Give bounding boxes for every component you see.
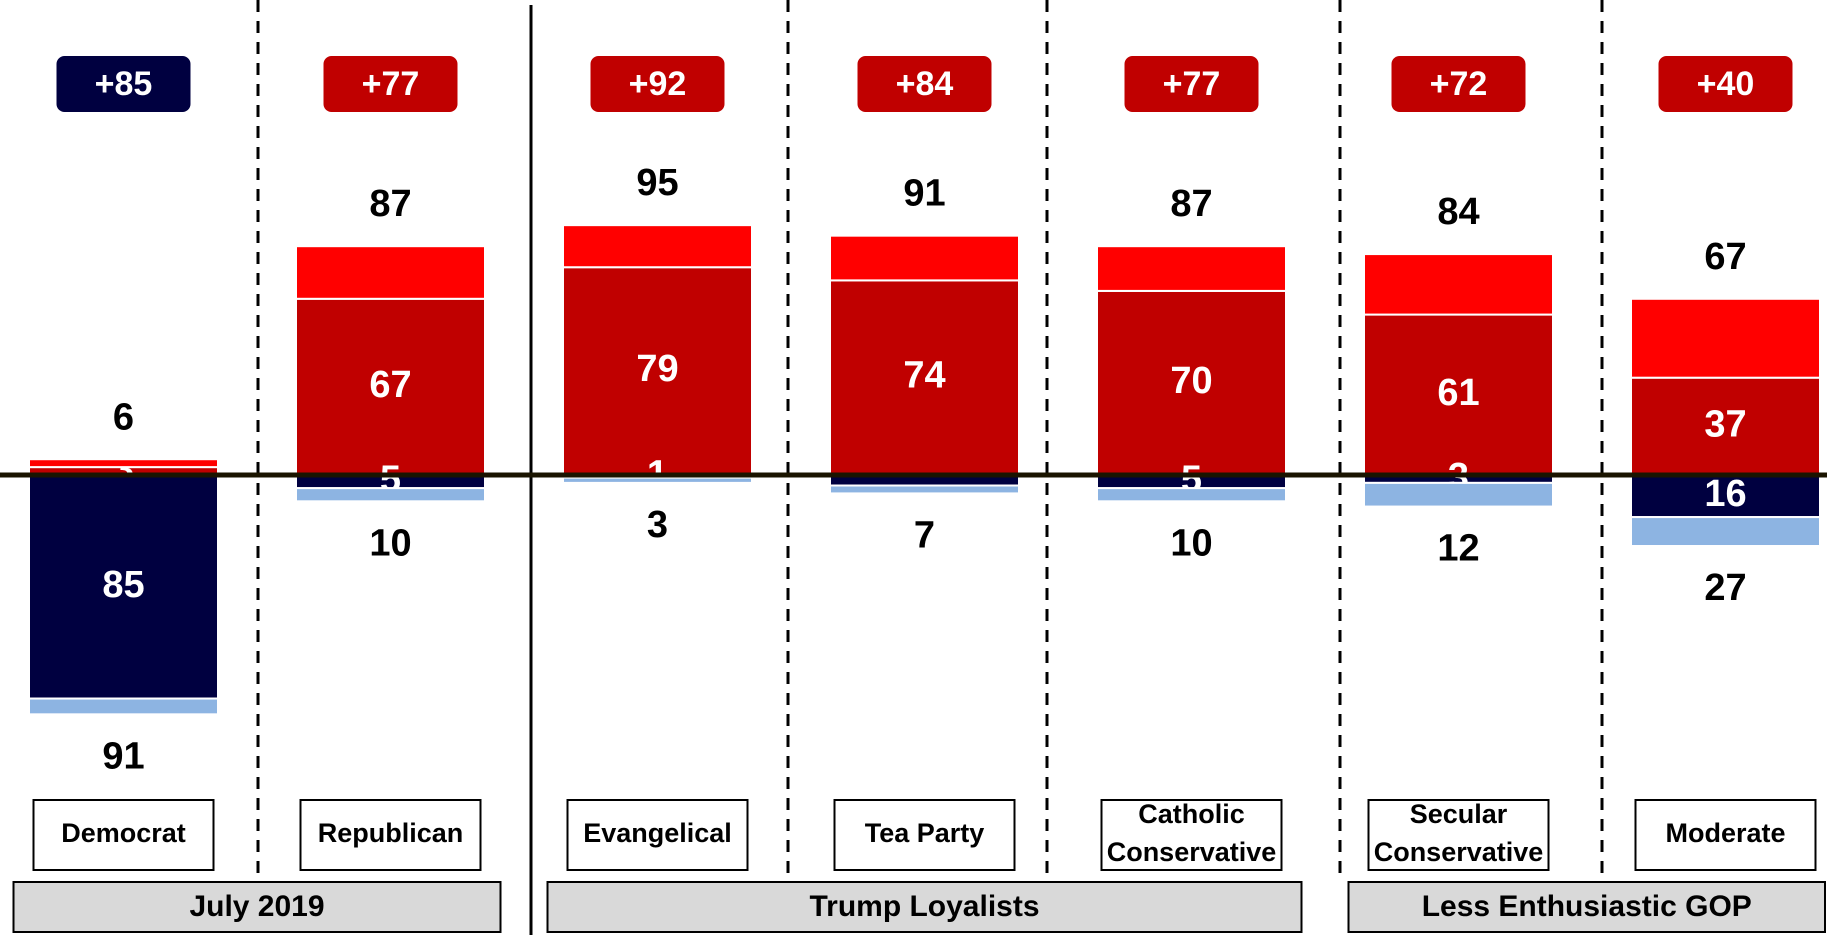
category-label: Moderate bbox=[1665, 818, 1785, 848]
net-label: +92 bbox=[629, 65, 687, 103]
bar-segment bbox=[1363, 313, 1554, 476]
positive-total: 91 bbox=[903, 173, 945, 215]
net-box bbox=[56, 56, 191, 112]
category-box bbox=[1367, 799, 1550, 871]
negative-total: 12 bbox=[1437, 528, 1479, 570]
bar-segment bbox=[562, 224, 753, 269]
bar-segment bbox=[1630, 376, 1821, 476]
bar-segment bbox=[1363, 253, 1554, 316]
category-label: Catholic Conservative bbox=[1107, 799, 1277, 867]
category-box bbox=[833, 799, 1016, 871]
positive-total: 95 bbox=[636, 162, 678, 204]
bar-segment bbox=[28, 697, 219, 716]
bar-segment bbox=[1630, 516, 1821, 548]
group-label: Trump Loyalists bbox=[809, 890, 1039, 923]
net-label: +77 bbox=[1163, 65, 1221, 103]
bar-segment bbox=[1096, 289, 1287, 476]
bar-segment bbox=[28, 474, 219, 700]
net-box bbox=[590, 56, 725, 112]
group-box bbox=[546, 881, 1303, 933]
bar-segment bbox=[295, 297, 486, 477]
bar-segment bbox=[295, 487, 486, 503]
bar-segment bbox=[1096, 245, 1287, 292]
net-box bbox=[323, 56, 458, 112]
negative-total: 10 bbox=[369, 522, 411, 564]
negative-total: 27 bbox=[1704, 567, 1746, 609]
category-box bbox=[299, 799, 482, 871]
net-label: +72 bbox=[1430, 65, 1488, 103]
bar-segment bbox=[829, 484, 1020, 495]
category-label: Evangelical bbox=[583, 818, 732, 848]
net-box bbox=[1124, 56, 1259, 112]
net-label: +77 bbox=[362, 65, 420, 103]
negative-total: 10 bbox=[1170, 522, 1212, 564]
value-label: 61 bbox=[1437, 372, 1479, 414]
value-label: 16 bbox=[1704, 473, 1746, 515]
category-label: Tea Party bbox=[865, 818, 985, 848]
value-label: 79 bbox=[636, 348, 678, 390]
value-label: 70 bbox=[1170, 360, 1212, 402]
positive-total: 87 bbox=[369, 183, 411, 225]
bar-segment bbox=[1096, 487, 1287, 503]
category-label: Republican bbox=[318, 818, 464, 848]
category-box bbox=[1100, 799, 1283, 871]
negative-total: 91 bbox=[102, 735, 144, 777]
positive-total: 84 bbox=[1437, 191, 1479, 233]
bar-segment bbox=[829, 234, 1020, 282]
net-label: +84 bbox=[896, 65, 954, 103]
group-label: July 2019 bbox=[189, 890, 324, 923]
category-label: Secular Conservative bbox=[1374, 799, 1544, 867]
group-box bbox=[1347, 881, 1826, 933]
positive-total: 6 bbox=[113, 396, 134, 438]
net-label: +85 bbox=[95, 65, 153, 103]
bar-segment bbox=[295, 245, 486, 300]
value-label: 37 bbox=[1704, 403, 1746, 445]
bar-segment bbox=[562, 476, 753, 484]
category-box bbox=[1634, 799, 1817, 871]
group-label: Less Enthusiastic GOP bbox=[1422, 890, 1752, 923]
bar-segment bbox=[1630, 297, 1821, 379]
group-box bbox=[12, 881, 502, 933]
bar-segment bbox=[1363, 481, 1554, 508]
positive-total: 87 bbox=[1170, 183, 1212, 225]
net-label: +40 bbox=[1697, 65, 1755, 103]
bar-segment bbox=[829, 279, 1020, 476]
negative-total: 3 bbox=[647, 504, 668, 546]
value-label: 74 bbox=[903, 355, 945, 397]
category-box bbox=[566, 799, 749, 871]
negative-total: 7 bbox=[914, 514, 935, 556]
positive-total: 67 bbox=[1704, 236, 1746, 278]
category-box bbox=[32, 799, 215, 871]
category-label: Democrat bbox=[61, 818, 186, 848]
bar-segment bbox=[28, 458, 219, 469]
net-box bbox=[857, 56, 992, 112]
net-box bbox=[1391, 56, 1526, 112]
value-label: 67 bbox=[369, 364, 411, 406]
value-label: 85 bbox=[102, 564, 144, 606]
net-box bbox=[1658, 56, 1793, 112]
